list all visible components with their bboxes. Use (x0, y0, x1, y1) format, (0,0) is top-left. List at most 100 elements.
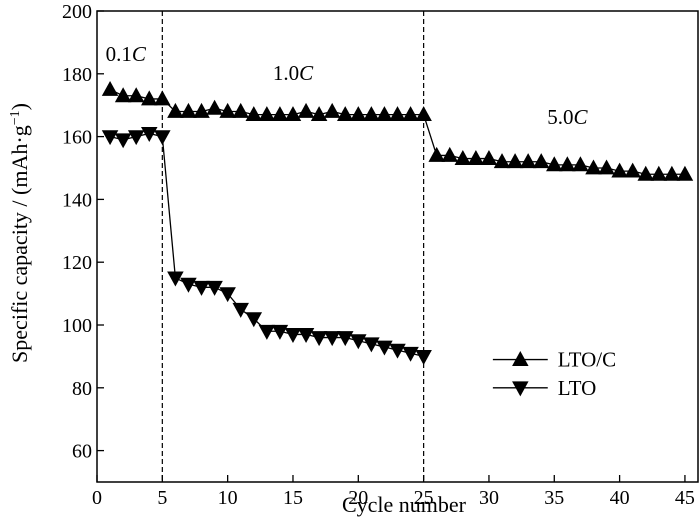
data-point (219, 287, 236, 303)
data-point (206, 99, 223, 115)
legend-label: LTO/C (558, 348, 616, 372)
x-tick-label: 5 (157, 487, 167, 509)
data-point (676, 165, 694, 181)
y-axis-title-main: Specific capacity / (mAh·g (7, 125, 32, 363)
data-point (480, 150, 498, 165)
data-point (454, 150, 472, 165)
data-point (167, 102, 184, 118)
series-lto-c (101, 80, 694, 181)
data-point (245, 106, 263, 122)
data-point (336, 106, 354, 122)
data-point (310, 106, 328, 122)
y-tick-label: 100 (62, 315, 92, 337)
data-point (284, 106, 302, 122)
y-tick-label: 120 (62, 252, 92, 274)
data-point (506, 153, 524, 169)
legend-marker (512, 350, 529, 366)
data-point (389, 343, 406, 359)
data-point (114, 87, 132, 103)
data-point (141, 90, 158, 106)
series-line (109, 88, 685, 175)
legend-item: LTO/C (492, 348, 616, 372)
series-line (109, 132, 424, 358)
data-point (363, 106, 380, 122)
data-point (180, 277, 197, 293)
y-tick-label: 60 (72, 441, 92, 463)
data-point (297, 102, 315, 118)
y-tick-label: 80 (72, 378, 92, 400)
data-point (271, 106, 289, 122)
data-point (598, 159, 615, 175)
c-rate-label: 1.0C (273, 61, 314, 85)
data-point (559, 156, 576, 172)
data-point (493, 153, 511, 169)
data-point (336, 331, 354, 347)
data-point (415, 349, 432, 365)
data-point (206, 280, 223, 296)
data-point (663, 165, 681, 181)
data-point (519, 153, 537, 169)
y-tick-label: 160 (62, 127, 92, 149)
x-tick-label: 45 (675, 487, 695, 509)
y-axis: 60 80 100 120 140 160 180 200 (62, 1, 104, 463)
series-lto (101, 127, 432, 365)
legend-marker (512, 381, 529, 397)
data-point (310, 331, 328, 347)
data-point (546, 156, 563, 172)
data-point (284, 328, 302, 343)
data-point (271, 324, 289, 340)
data-point (154, 130, 171, 146)
data-point (193, 102, 210, 118)
data-point (180, 102, 197, 118)
y-tick-label: 140 (62, 189, 92, 211)
data-point (572, 156, 589, 172)
c-rate-unit: C (132, 42, 147, 66)
data-point (127, 87, 145, 103)
data-point (297, 328, 315, 343)
c-rate-label: 0.1C (106, 42, 147, 66)
data-point (232, 302, 249, 318)
c-rate-value: 5.0 (547, 105, 573, 129)
data-point (376, 340, 393, 356)
data-point (258, 106, 276, 122)
y-axis-title-close: ) (7, 103, 32, 110)
data-point (402, 346, 419, 362)
c-rate-value: 0.1 (106, 42, 132, 66)
data-point (167, 271, 184, 287)
x-tick-label: 35 (544, 487, 564, 509)
data-point (154, 90, 171, 106)
legend-label: LTO (558, 376, 597, 400)
c-rate-unit: C (299, 61, 314, 85)
data-point (219, 102, 236, 118)
y-tick-label: 180 (62, 64, 92, 86)
data-point (585, 159, 602, 175)
data-point (245, 312, 263, 328)
y-tick-label: 200 (62, 1, 92, 23)
x-axis: 0 5 10 15 20 25 30 35 40 45 (92, 475, 695, 509)
x-tick-label: 0 (92, 487, 102, 509)
x-axis-title: Cycle number (342, 492, 467, 517)
data-point (114, 133, 132, 149)
data-point (350, 106, 367, 122)
annotation-layer: 0.1C1.0C5.0C (106, 42, 589, 129)
legend: LTO/C LTO (492, 348, 616, 400)
data-point (350, 334, 367, 350)
c-rate-value: 1.0 (273, 61, 299, 85)
data-point (363, 337, 380, 353)
data-point (323, 102, 341, 118)
data-point (637, 165, 654, 181)
y-axis-title-sup: −1 (8, 110, 23, 125)
x-tick-label: 40 (610, 487, 630, 509)
data-point (323, 331, 341, 347)
data-point (532, 153, 550, 169)
data-point (441, 146, 459, 162)
x-tick-label: 25 (414, 487, 434, 509)
data-point (258, 324, 276, 340)
data-point (101, 130, 119, 146)
y-axis-title: Specific capacity / (mAh·g−1) (7, 103, 32, 363)
data-point (389, 106, 406, 122)
data-point (193, 280, 210, 296)
data-point (467, 150, 485, 165)
data-point (624, 162, 641, 178)
